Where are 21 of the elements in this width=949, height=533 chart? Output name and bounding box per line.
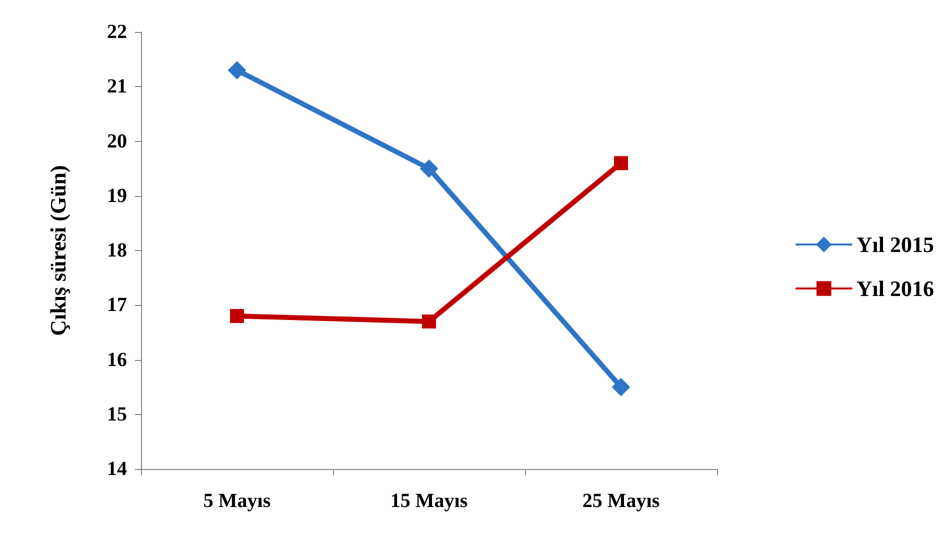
point: [420, 160, 438, 178]
point: [612, 378, 630, 396]
y-tick-label: 20: [107, 130, 127, 152]
point: [422, 314, 436, 329]
y-tick-label: 14: [107, 458, 127, 480]
point: [228, 61, 246, 80]
x-tick-label: 15 Mayıs: [390, 490, 468, 512]
point: [230, 309, 244, 324]
legend-label: Yıl 2016: [856, 276, 934, 301]
y-tick-label: 19: [107, 184, 127, 207]
legend-label: Yıl 2015: [856, 232, 934, 257]
y-tick-label: 21: [107, 76, 127, 98]
y-tick-label: 22: [107, 21, 127, 43]
y-axis-title: Çıkış süresi (Gün): [46, 165, 70, 336]
y-tick-label: 17: [107, 294, 127, 316]
y-tick-label: 18: [107, 240, 127, 262]
y-tick-label: 15: [107, 403, 127, 426]
y-tick-label: 16: [107, 348, 127, 371]
point: [614, 156, 628, 170]
x-tick-label: 25 Mayıs: [582, 490, 660, 512]
x-tick-label: 5 Mayıs: [203, 490, 271, 512]
